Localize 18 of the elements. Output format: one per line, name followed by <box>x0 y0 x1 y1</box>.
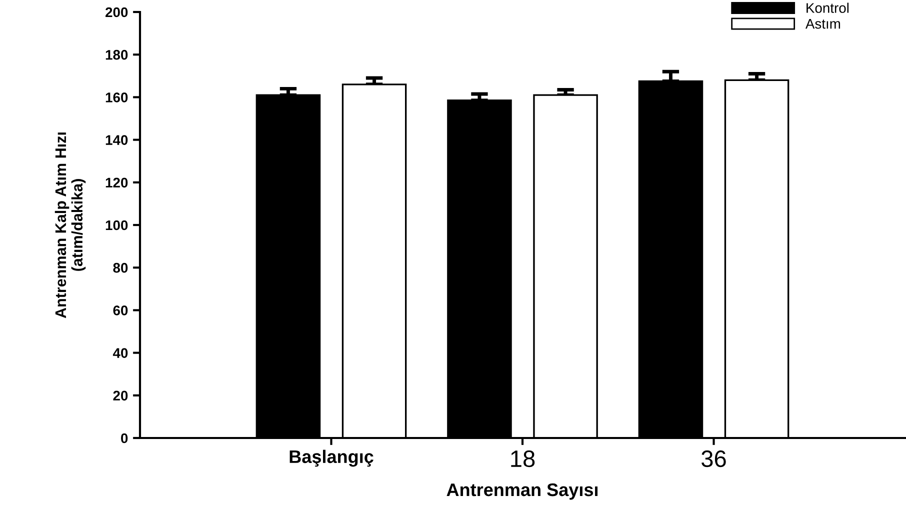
y-tick-label: 80 <box>113 262 128 273</box>
x-tick-label: Başlangıç <box>290 450 374 467</box>
y-tick-label: 20 <box>113 390 128 401</box>
y-tick-label: 160 <box>106 92 128 102</box>
y-tick-label: 120 <box>106 178 128 188</box>
y-axis-title: Antrenman Kalp Atım Hızı (atım/dakika) <box>54 132 86 318</box>
x-tick-label: 36 <box>702 450 726 468</box>
y-tick-label: 100 <box>106 220 128 230</box>
y-tick-label: 200 <box>106 7 128 18</box>
legend-label: Astım <box>805 19 840 29</box>
x-tick-label: 18 <box>511 450 535 468</box>
y-tick-label: 0 <box>121 433 128 444</box>
y-tick-label: 60 <box>113 306 128 316</box>
x-axis-title: Antrenman Sayısı <box>446 483 598 500</box>
y-tick-label: 180 <box>106 50 128 60</box>
y-tick-label: 140 <box>106 135 128 145</box>
legend-label: Kontrol <box>806 2 849 13</box>
y-tick-label: 40 <box>112 348 128 358</box>
